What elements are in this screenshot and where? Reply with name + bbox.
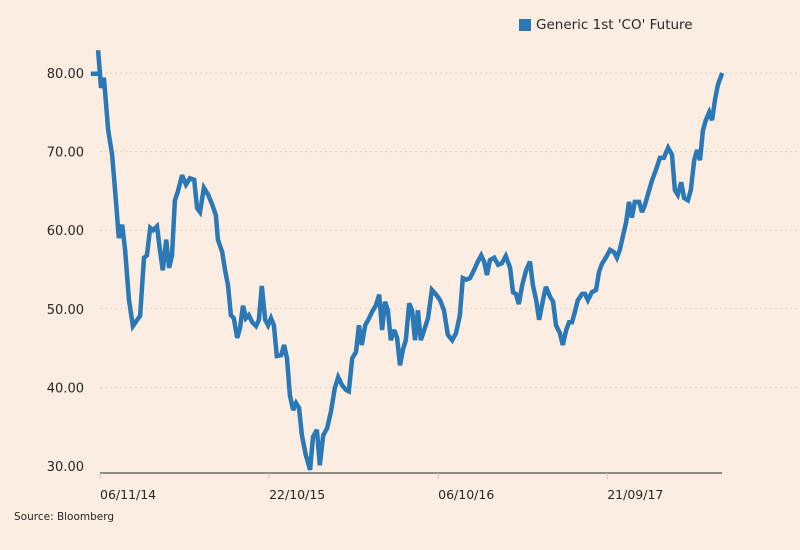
x-tick-label: 21/09/17 [607,487,663,502]
y-tick-label: 80.00 [47,67,84,82]
legend-label: Generic 1st 'CO' Future [536,17,693,33]
legend-swatch [519,19,531,31]
source-note: Source: Bloomberg [14,511,115,523]
y-tick-label: 50.00 [47,303,84,318]
x-tick-label: 06/11/14 [100,487,156,502]
legend: Generic 1st 'CO' Future [519,17,693,33]
series-line-generic-1st-co-future [90,50,725,471]
y-tick-label: 60.00 [47,224,84,239]
x-tick-label: 06/10/16 [438,487,494,502]
x-tick-label: 22/10/15 [269,487,325,502]
y-tick-label: 70.00 [47,146,84,161]
y-tick-label: 40.00 [47,381,84,396]
y-tick-label: 30.00 [47,460,84,475]
